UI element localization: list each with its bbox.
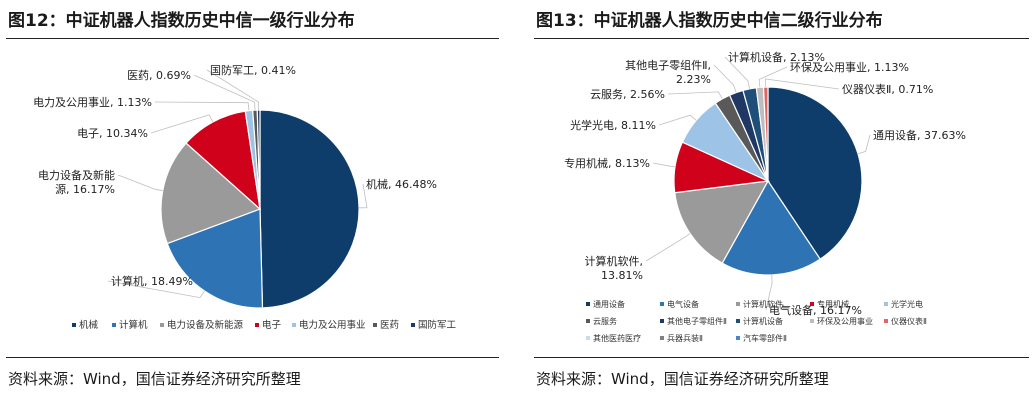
pie-slice-电力设备及新能源 [160,142,262,245]
legend-swatch [586,319,590,323]
legend-label: 计算机设备 [743,316,783,326]
leader-line [358,183,368,209]
legend-label: 电气设备 [667,299,699,309]
leader-line [150,114,214,134]
legend-label: 专用机械 [817,299,849,309]
legend-swatch [160,323,164,327]
legend-swatch [411,323,415,327]
source-note: 资料来源：Wind，国信证券经济研究所整理 [8,370,301,388]
legend-swatch [884,302,888,306]
legend-label: 其他医药医疗 [593,333,641,343]
slice-label: 专用机械, 8.13% [564,156,650,170]
chart-panel-industry-level1: 图12：中证机器人指数历史中信一级行业分布 机械, 46.48% 计算机, 18.… [0,0,505,401]
title-rule [6,38,499,39]
legend-swatch [586,336,590,340]
leader-line [154,101,250,111]
legend-label: 电子 [262,319,282,331]
leader-line [117,174,163,192]
legend-swatch [660,302,664,306]
slice-label: 医药, 0.69% [127,69,191,82]
legend-swatch [884,319,888,323]
slice-label: 电气设备, 16.17% [769,303,862,317]
slice-label: 通用设备, 37.63% [873,128,966,142]
legend-label: 医药 [380,320,399,331]
legend-swatch [736,302,740,306]
legend-label: 计算机软件 [743,299,783,309]
legend-swatch [112,323,116,327]
leader-line [765,78,840,90]
legend-label: 云服务 [593,316,617,326]
leader-line [758,66,788,88]
leader-line [206,69,259,111]
slice-label: 计算机设备, 2.13% [728,50,825,64]
legend-swatch [736,336,740,340]
figure-title: 图12：中证机器人指数历史中信一级行业分布 [8,11,355,31]
legend-label: 汽车零部件Ⅱ [743,333,787,343]
pie-slice-机械 [259,109,360,309]
source-note: 资料来源：Wind，国信证券经济研究所整理 [536,370,829,388]
chart-panel-industry-level2: 图13：中证机器人指数历史中信二级行业分布 通用设备, 37.63% 电气设备, … [528,0,1035,401]
slice-label: 电力设备及新能源, 16.17% [38,168,115,196]
pie-slice-电气设备 [721,179,822,276]
title-rule [534,38,1029,39]
pie-slice-计算机 [166,208,264,309]
leader-line [193,74,256,111]
leader-line [713,64,737,93]
legend-label: 电力及公用事业 [299,319,366,331]
slice-label: 机械, 46.48% [366,177,437,191]
leader-line [645,233,691,262]
leader-line [667,91,723,99]
legend-swatch [810,319,814,323]
legend-swatch [586,302,590,306]
pie-chart: 通用设备, 37.63% 电气设备, 16.17% 计算机软件, 13.81% 专用机械… [564,50,966,343]
legend-swatch [255,323,259,327]
pie-chart: 机械, 46.48% 计算机, 18.49% 电力设备及新能源, 16.17% 电子,… [33,63,457,331]
legend-label: 机械 [79,319,99,331]
legend-swatch [72,323,76,327]
source-rule [534,357,1029,358]
pie-slice-仪器仪表Ⅱ [762,86,769,182]
legend-swatch [810,302,814,306]
pie-slice-国防军工 [256,109,261,210]
legend-label: 通用设备 [593,299,625,309]
legend-swatch [660,336,664,340]
leader-line [724,56,750,89]
slice-label: 电子, 10.34% [77,127,148,140]
slice-label: 其他电子零组件Ⅱ, 2.23% [625,58,711,86]
legend-label: 仪器仪表Ⅱ [891,316,927,326]
leader-line [107,280,205,299]
figure-title: 图13：中证机器人指数历史中信二级行业分布 [536,11,883,31]
slice-label: 国防军工, 0.41% [210,63,296,77]
legend-label: 计算机 [119,319,148,331]
pie-slice-电子 [185,110,261,211]
leader-line [658,114,697,126]
slice-label: 光学光电, 8.11% [570,118,656,132]
legend-label: 环保及公用事业 [817,316,873,326]
leader-line [652,162,676,168]
pie-slice-计算机软件 [674,180,770,264]
legend-label: 兵器兵装Ⅱ [667,333,703,343]
leader-line [857,134,871,155]
slice-label: 仪器仪表Ⅱ, 0.71% [842,82,933,96]
legend-label: 其他电子零组件Ⅱ [667,316,727,326]
slice-label: 云服务, 2.56% [590,88,665,101]
legend-swatch [292,323,296,327]
slice-label: 电力及公用事业, 1.13% [33,96,152,109]
legend-label: 国防军工 [418,319,457,331]
leader-line [765,274,773,311]
slice-label: 计算机软件, 13.81% [585,254,644,282]
legend-label: 电力设备及新能源 [167,319,244,331]
slice-label: 计算机, 18.49% [111,274,193,288]
source-rule [6,357,499,358]
legend-swatch [660,319,664,323]
legend-label: 光学光电 [891,299,923,309]
legend-swatch [736,319,740,323]
slice-label: 环保及公用事业, 1.13% [790,60,909,74]
legend-swatch [373,323,377,327]
